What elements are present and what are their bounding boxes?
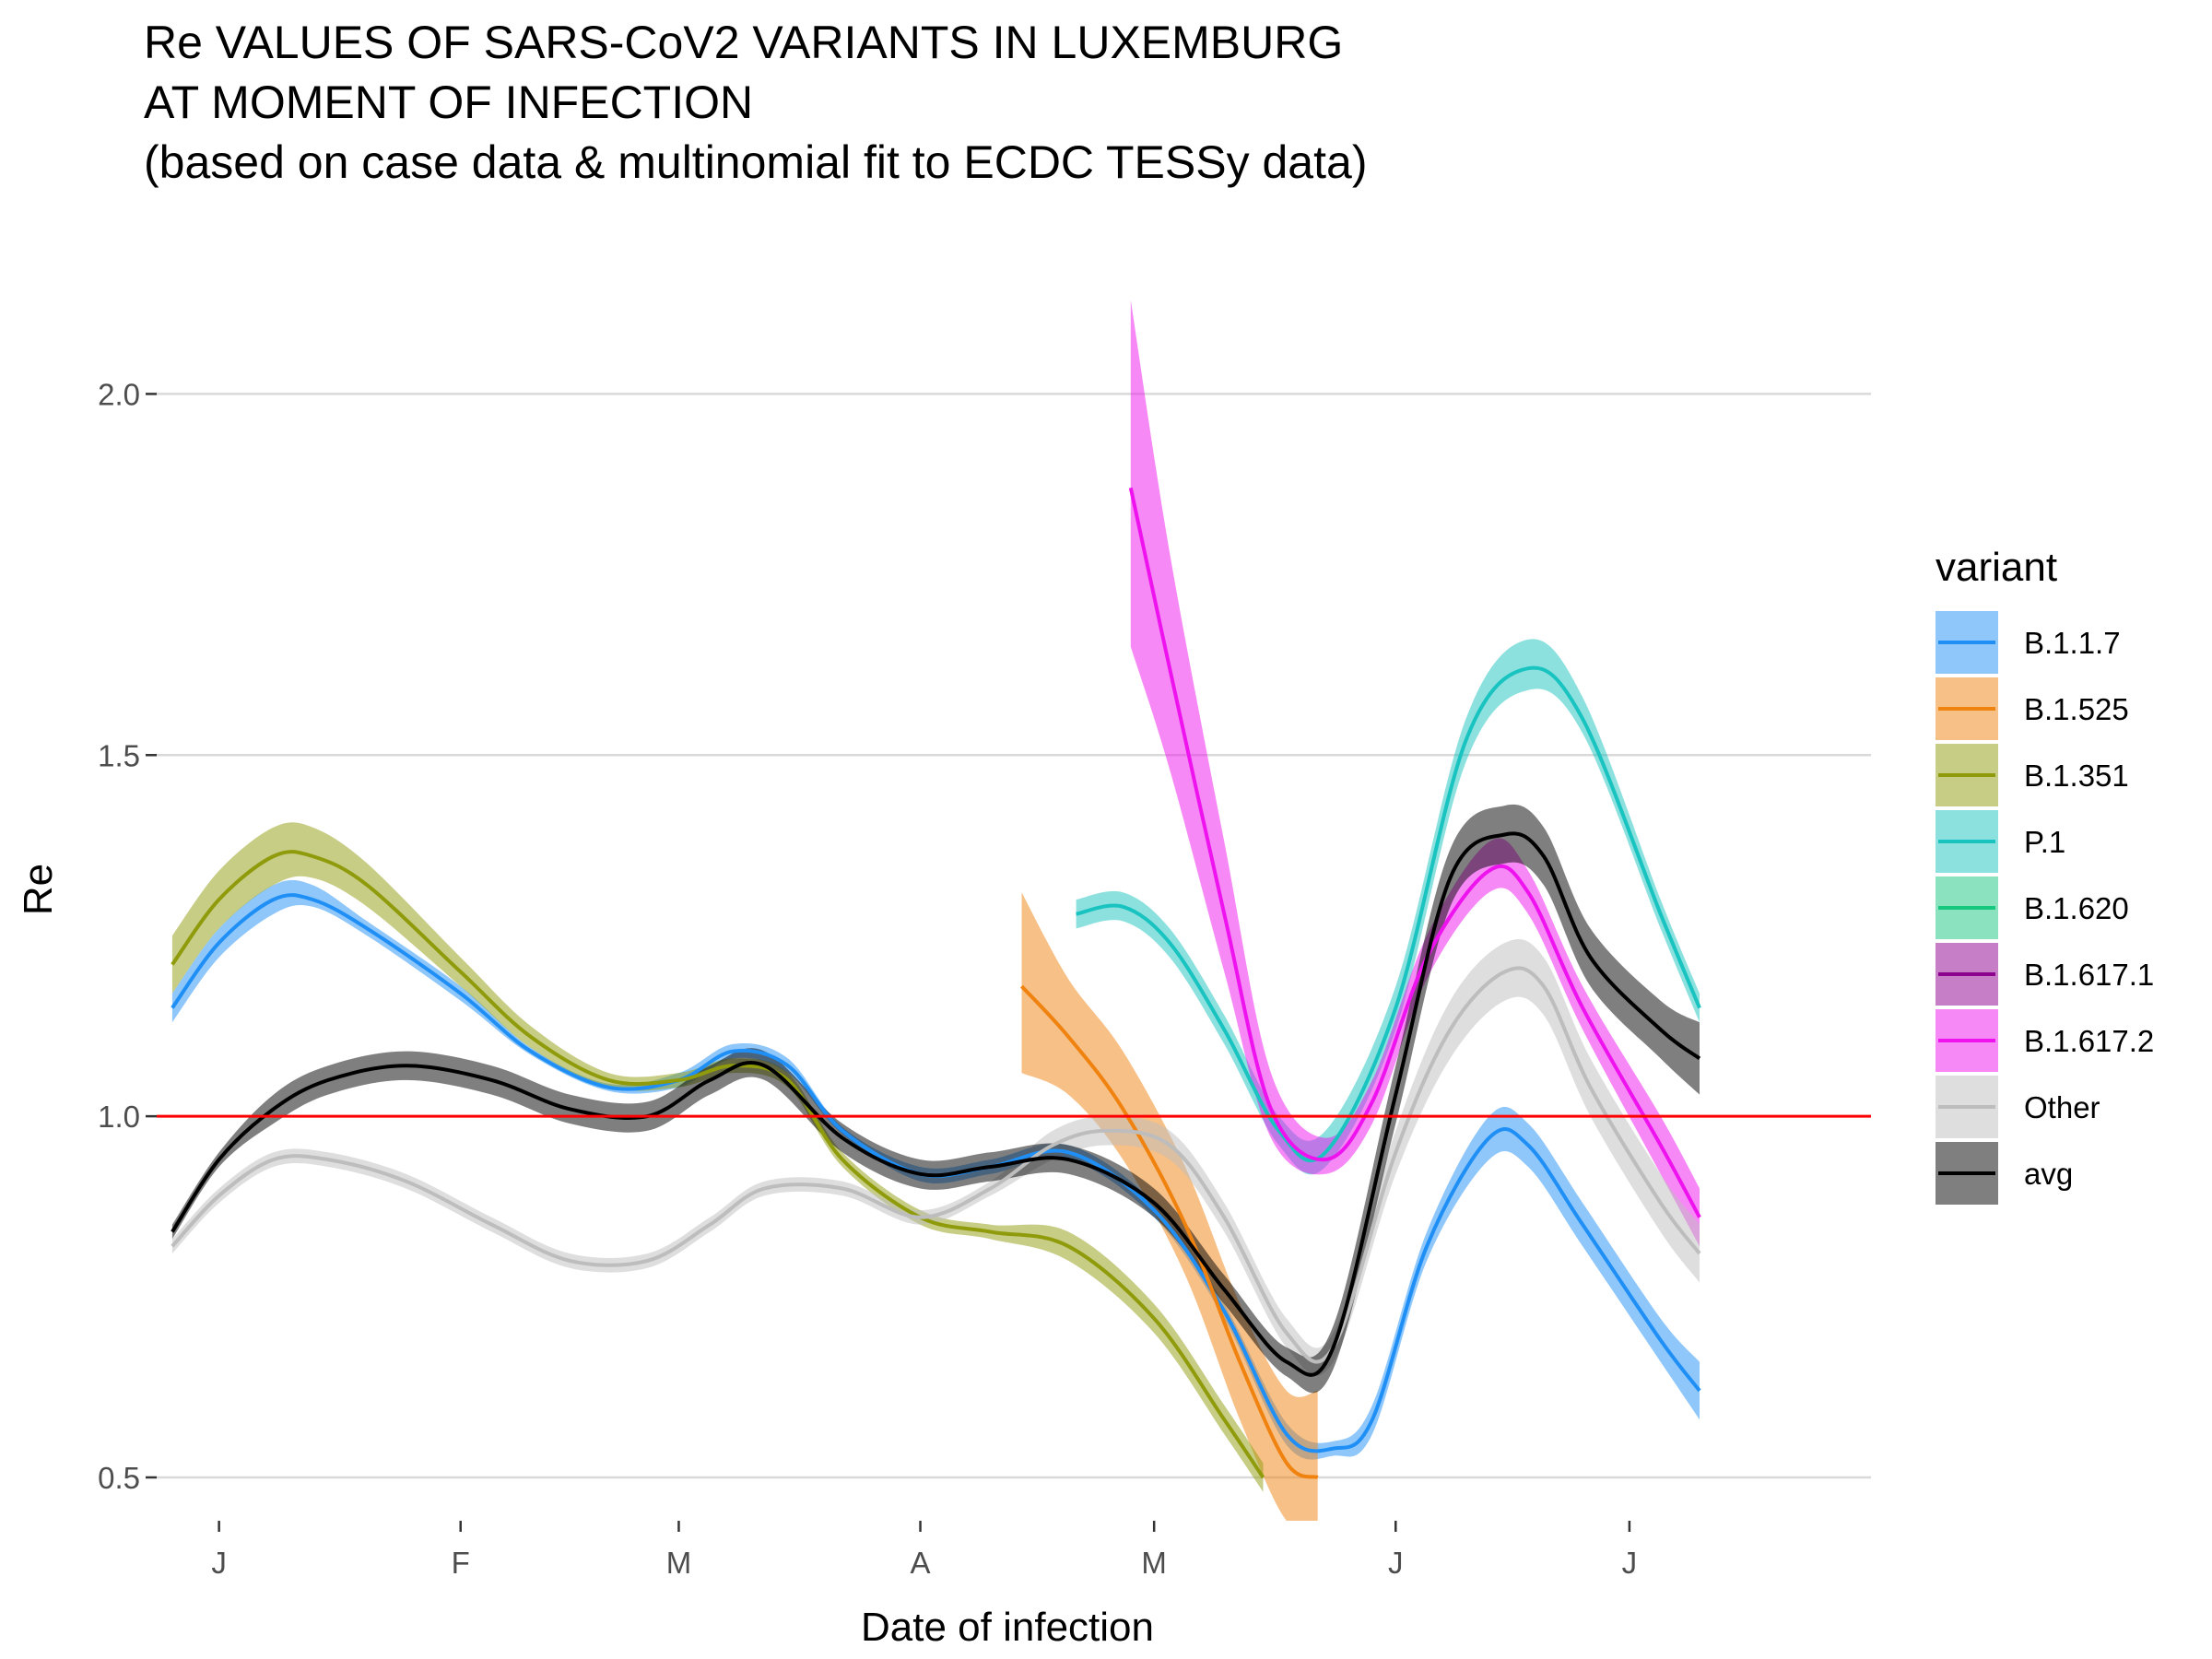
legend-key-p-1 (1936, 810, 1998, 873)
legend-label-b-1-1-7: B.1.1.7 (2024, 626, 2121, 660)
legend-label-p-1: P.1 (2024, 825, 2065, 859)
x-axis-title: Date of infection (861, 1605, 1154, 1650)
x-tick-label-0: J (211, 1546, 227, 1580)
x-tick-label-3: A (911, 1546, 931, 1580)
legend-key-b-1-1-7 (1936, 611, 1998, 674)
line-b-1-351 (171, 850, 1265, 1479)
legend-key-b-1-620 (1936, 877, 1998, 939)
line-b-1-617-2 (1128, 487, 1701, 1218)
x-tick-label-5: J (1388, 1546, 1404, 1580)
x-tick-label-1: F (452, 1546, 470, 1580)
x-tick-label-4: M (1141, 1546, 1167, 1580)
legend-label-b-1-617-1: B.1.617.1 (2024, 958, 2154, 992)
legend-key-b-1-525 (1936, 677, 1998, 740)
legend-label-other: Other (2024, 1090, 2100, 1124)
line-p-1 (1076, 665, 1701, 1163)
legend-label-b-1-617-2: B.1.617.2 (2024, 1024, 2154, 1058)
y-tick-label-1: 1.0 (98, 1100, 140, 1134)
chart-title: Re VALUES OF SARS-CoV2 VARIANTS IN LUXEM… (144, 13, 1367, 193)
line-b-1-525 (1020, 984, 1319, 1479)
chart-title-line-1: Re VALUES OF SARS-CoV2 VARIANTS IN LUXEM… (144, 17, 1344, 68)
legend-key-avg (1936, 1142, 1998, 1205)
y-tick-label-3: 2.0 (98, 377, 140, 411)
legend-label-b-1-620: B.1.620 (2024, 891, 2129, 925)
y-tick-label-2: 1.5 (98, 738, 140, 772)
chart-title-line-2: AT MOMENT OF INFECTION (144, 76, 754, 128)
legend: variant B.1.1.7 B.1.525 B.1.351 P.1 B.1.620 B… (1936, 545, 2154, 1205)
chart-title-line-3: (based on case data & multinomial fit to… (144, 136, 1368, 188)
legend-title: variant (1936, 545, 2057, 590)
legend-key-other (1936, 1076, 1998, 1138)
y-axis-title: Re (16, 864, 61, 915)
legend-label-avg: avg (2024, 1157, 2073, 1191)
y-axis: 0.5 1.0 1.5 2.0 (98, 377, 157, 1495)
line-avg (171, 831, 1701, 1377)
legend-label-b-1-525: B.1.525 (2024, 692, 2129, 726)
series-lines (171, 487, 1701, 1479)
x-tick-label-6: J (1622, 1546, 1638, 1580)
legend-key-b-1-617-2 (1936, 1009, 1998, 1072)
legend-label-b-1-351: B.1.351 (2024, 759, 2129, 793)
legend-key-b-1-617-1 (1936, 943, 1998, 1006)
x-tick-label-2: M (666, 1546, 692, 1580)
y-tick-label-0: 0.5 (98, 1461, 140, 1495)
legend-key-b-1-351 (1936, 744, 1998, 806)
line-other (171, 966, 1701, 1364)
